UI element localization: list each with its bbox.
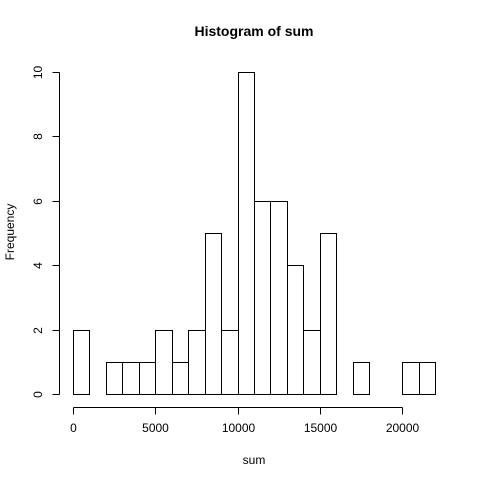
histogram-bar: [122, 362, 140, 395]
histogram-bar: [238, 72, 255, 395]
histogram-bar: [254, 201, 271, 395]
histogram-bar: [205, 233, 222, 395]
y-tick-label: 6: [31, 198, 45, 205]
y-tick-label: 10: [31, 66, 45, 80]
x-tick-label: 5000: [142, 421, 169, 435]
histogram-bar: [106, 362, 123, 395]
y-axis-label: Frequency: [3, 204, 17, 261]
histogram-bar: [270, 201, 288, 395]
histogram-bar: [73, 330, 90, 395]
histogram-bar: [188, 330, 206, 395]
histogram-bar: [320, 233, 337, 395]
y-tick-label: 4: [31, 262, 45, 269]
x-tick-label: 10000: [222, 421, 256, 435]
y-tick-label: 8: [31, 133, 45, 140]
histogram-bar: [221, 330, 239, 395]
bars-group: [73, 72, 436, 395]
y-axis: 0 2 4 6 8 10: [31, 66, 60, 398]
histogram-bar: [155, 330, 173, 395]
histogram-bar: [303, 330, 321, 395]
histogram-bar: [353, 362, 370, 395]
y-tick-label: 0: [31, 391, 45, 398]
x-tick-label: 0: [70, 421, 77, 435]
y-tick-label: 2: [31, 327, 45, 334]
histogram-bar: [419, 362, 436, 395]
x-tick-label: 20000: [386, 421, 420, 435]
x-axis: 0 5000 10000 15000 20000: [70, 407, 420, 435]
histogram-bar: [402, 362, 420, 395]
x-axis-label: sum: [243, 453, 266, 467]
histogram-bar: [139, 362, 156, 395]
histogram-bar: [172, 362, 189, 395]
chart-title: Histogram of sum: [194, 23, 313, 39]
histogram-bar: [287, 265, 304, 395]
x-tick-label: 15000: [304, 421, 338, 435]
